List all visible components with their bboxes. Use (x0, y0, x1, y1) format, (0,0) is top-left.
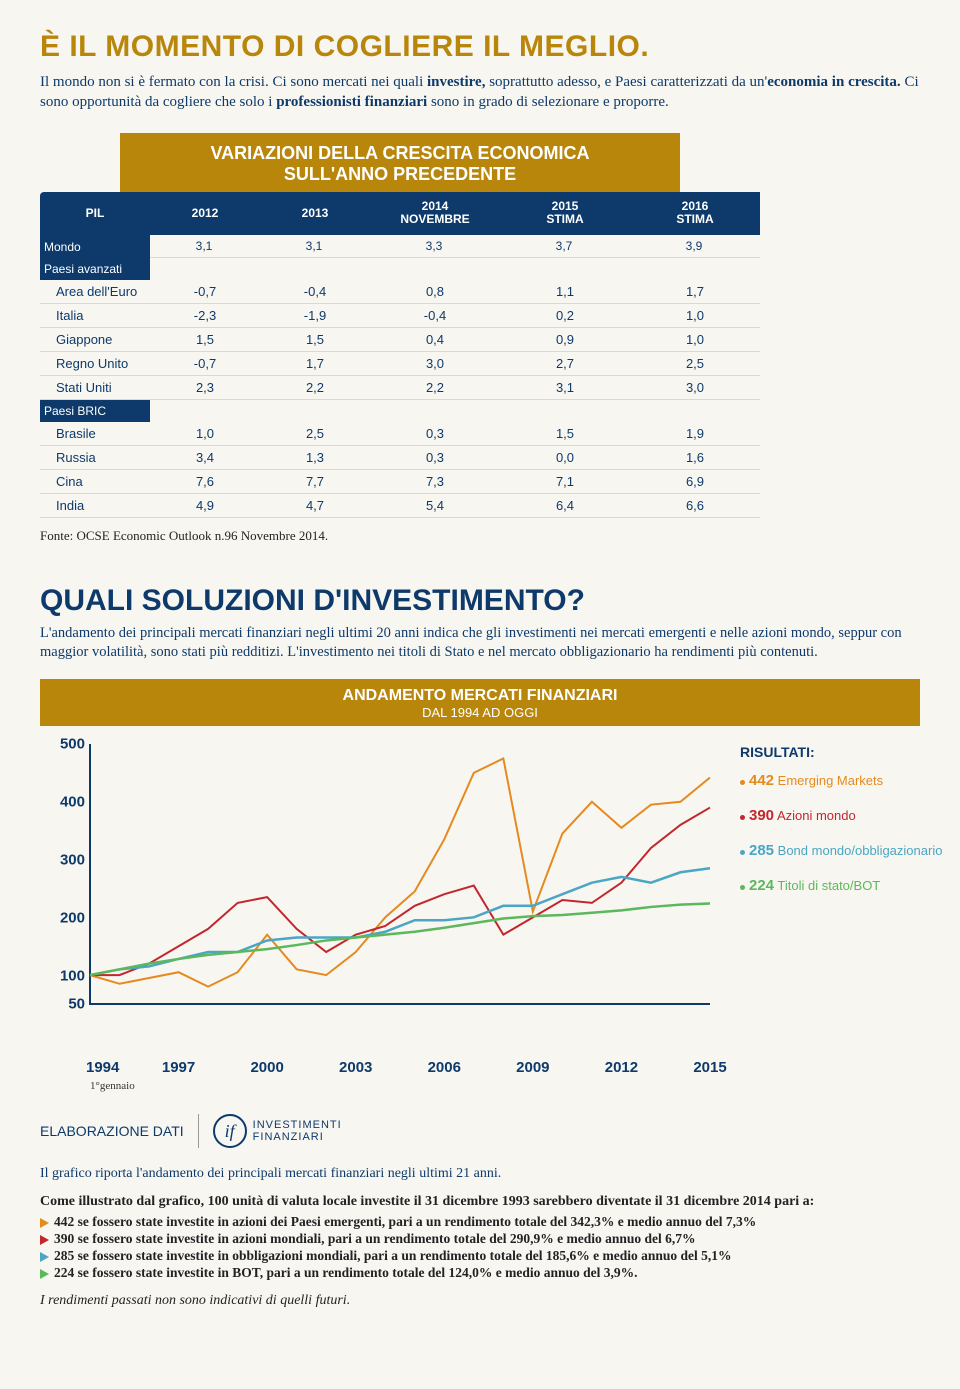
legend-item: 390 Azioni mondo (740, 807, 942, 824)
table-row: Paesi BRIC (40, 399, 760, 422)
results-bullets: 442 se fossero state investite in azioni… (40, 1214, 920, 1281)
x-tick: 2015 (693, 1059, 726, 1076)
x-tick: 2006 (428, 1059, 461, 1076)
if-logo-t1: INVESTIMENTI (253, 1119, 342, 1131)
intro-paragraph: Il mondo non si è fermato con la crisi. … (40, 72, 920, 113)
results-lead: Come illustrato dal grafico, 100 unità d… (40, 1194, 920, 1210)
x-tick: 1997 (162, 1059, 195, 1076)
intro-text-4: sono in grado di selezionare e proporre. (427, 94, 669, 110)
chart-series-emerging-markets (90, 759, 710, 987)
chart-footnote: Il grafico riporta l'andamento dei princ… (40, 1166, 920, 1182)
x-tick: 2003 (339, 1059, 372, 1076)
chart-series-titoli-di-stato/bot (90, 904, 710, 976)
solutions-title: QUALI SOLUZIONI D'INVESTIMENTO? (40, 584, 920, 618)
page-title: È IL MOMENTO DI COGLIERE IL MEGLIO. (40, 30, 920, 64)
line-chart: 50100200300400500 1994199720002003200620… (40, 744, 920, 1054)
intro-bold-1: investire, (427, 74, 485, 90)
chart-banner-l2: DAL 1994 AD OGGI (40, 705, 920, 720)
table-row: Cina7,67,77,37,16,9 (40, 469, 760, 493)
x-tick: 2000 (250, 1059, 283, 1076)
divider (198, 1114, 199, 1148)
legend-item: 224 Titoli di stato/BOT (740, 877, 942, 894)
table-source: Fonte: OCSE Economic Outlook n.96 Novemb… (40, 528, 920, 544)
elaboration-credit: ELABORAZIONE DATI if INVESTIMENTI FINANZ… (40, 1114, 920, 1148)
legend-title: RISULTATI: (740, 744, 942, 760)
if-logo: if INVESTIMENTI FINANZIARI (213, 1114, 342, 1148)
table-banner-l1: VARIAZIONI DELLA CRESCITA ECONOMICA (140, 143, 660, 165)
y-tick: 200 (60, 909, 85, 926)
table-banner: VARIAZIONI DELLA CRESCITA ECONOMICA SULL… (120, 133, 680, 192)
disclaimer: I rendimenti passati non sono indicativi… (40, 1293, 920, 1309)
if-logo-t2: FINANZIARI (253, 1131, 324, 1143)
result-bullet: 224 se fossero state investite in BOT, p… (40, 1265, 920, 1281)
result-bullet: 442 se fossero state investite in azioni… (40, 1214, 920, 1230)
solutions-intro: L'andamento dei principali mercati finan… (40, 624, 920, 662)
y-tick: 500 (60, 736, 85, 753)
x-tick: 1994 (86, 1059, 119, 1076)
y-tick: 300 (60, 852, 85, 869)
legend-item: 285 Bond mondo/obbligazionario (740, 842, 942, 859)
table-col-2: 2013 (260, 192, 370, 236)
table-banner-l2: SULL'ANNO PRECEDENTE (140, 164, 660, 186)
intro-text-1: Il mondo non si è fermato con la crisi. … (40, 74, 427, 90)
table-row: Russia3,41,30,30,01,6 (40, 445, 760, 469)
y-tick: 100 (60, 967, 85, 984)
x-axis-sublabel: 1°gennaio (90, 1080, 135, 1092)
table-col-1: 2012 (150, 192, 260, 236)
x-tick: 2012 (605, 1059, 638, 1076)
intro-text-2: soprattutto adesso, e Paesi caratterizza… (485, 74, 767, 90)
table-col-5: 2016STIMA (630, 192, 760, 236)
table-row: Giappone1,51,50,40,91,0 (40, 327, 760, 351)
table-row: Stati Uniti2,32,22,23,13,0 (40, 375, 760, 399)
chart-series-azioni-mondo (90, 808, 710, 976)
legend-item: 442 Emerging Markets (740, 772, 942, 789)
chart-banner: ANDAMENTO MERCATI FINANZIARI DAL 1994 AD… (40, 679, 920, 726)
table-col-4: 2015STIMA (500, 192, 630, 236)
table-row: India4,94,75,46,46,6 (40, 493, 760, 517)
table-row: Paesi avanzati (40, 258, 760, 280)
y-tick: 400 (60, 794, 85, 811)
gdp-table: PIL201220132014NOVEMBRE2015STIMA2016STIM… (40, 192, 760, 518)
y-tick: 50 (68, 996, 85, 1013)
result-bullet: 285 se fossero state investite in obblig… (40, 1248, 920, 1264)
result-bullet: 390 se fossero state investite in azioni… (40, 1231, 920, 1247)
table-row: Regno Unito-0,71,73,02,72,5 (40, 351, 760, 375)
table-row: Mondo3,13,13,33,73,9 (40, 235, 760, 258)
table-col-3: 2014NOVEMBRE (370, 192, 500, 236)
intro-bold-2: economia in crescita. (767, 74, 900, 90)
intro-bold-3: professionisti finanziari (276, 94, 427, 110)
table-col-0: PIL (40, 192, 150, 236)
table-row: Brasile1,02,50,31,51,9 (40, 422, 760, 446)
chart-banner-l1: ANDAMENTO MERCATI FINANZIARI (40, 687, 920, 705)
table-row: Area dell'Euro-0,7-0,40,81,11,7 (40, 280, 760, 304)
table-row: Italia-2,3-1,9-0,40,21,0 (40, 303, 760, 327)
if-logo-icon: if (213, 1114, 247, 1148)
x-tick: 2009 (516, 1059, 549, 1076)
elab-label: ELABORAZIONE DATI (40, 1123, 184, 1139)
if-logo-text: INVESTIMENTI FINANZIARI (253, 1119, 342, 1143)
